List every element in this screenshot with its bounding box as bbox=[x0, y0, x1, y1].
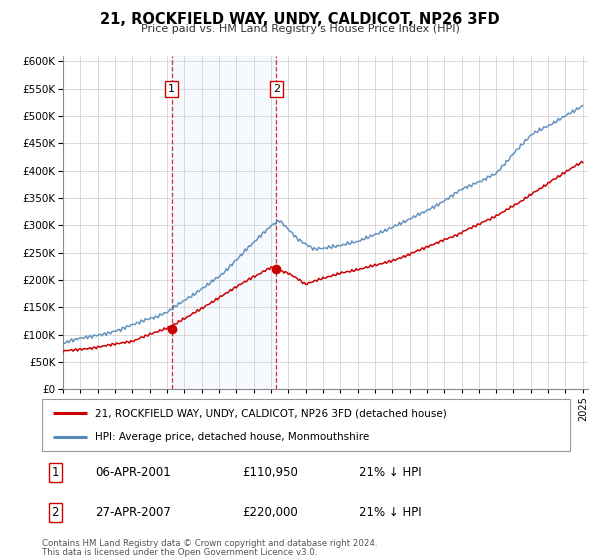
Text: 21% ↓ HPI: 21% ↓ HPI bbox=[359, 466, 421, 479]
FancyBboxPatch shape bbox=[42, 399, 570, 451]
Bar bbox=[172, 56, 277, 389]
Text: Price paid vs. HM Land Registry's House Price Index (HPI): Price paid vs. HM Land Registry's House … bbox=[140, 24, 460, 34]
Text: £220,000: £220,000 bbox=[242, 506, 298, 519]
Text: £110,950: £110,950 bbox=[242, 466, 299, 479]
Text: Contains HM Land Registry data © Crown copyright and database right 2024.: Contains HM Land Registry data © Crown c… bbox=[42, 539, 377, 548]
Text: 21, ROCKFIELD WAY, UNDY, CALDICOT, NP26 3FD: 21, ROCKFIELD WAY, UNDY, CALDICOT, NP26 … bbox=[100, 12, 500, 27]
Text: 1: 1 bbox=[168, 84, 175, 94]
Text: 06-APR-2001: 06-APR-2001 bbox=[95, 466, 170, 479]
Text: 2: 2 bbox=[52, 506, 59, 519]
Text: HPI: Average price, detached house, Monmouthshire: HPI: Average price, detached house, Monm… bbox=[95, 432, 369, 442]
Text: 1: 1 bbox=[52, 466, 59, 479]
Text: 21% ↓ HPI: 21% ↓ HPI bbox=[359, 506, 421, 519]
Text: 21, ROCKFIELD WAY, UNDY, CALDICOT, NP26 3FD (detached house): 21, ROCKFIELD WAY, UNDY, CALDICOT, NP26 … bbox=[95, 408, 446, 418]
Text: 2: 2 bbox=[273, 84, 280, 94]
Text: This data is licensed under the Open Government Licence v3.0.: This data is licensed under the Open Gov… bbox=[42, 548, 317, 557]
Text: 27-APR-2007: 27-APR-2007 bbox=[95, 506, 170, 519]
